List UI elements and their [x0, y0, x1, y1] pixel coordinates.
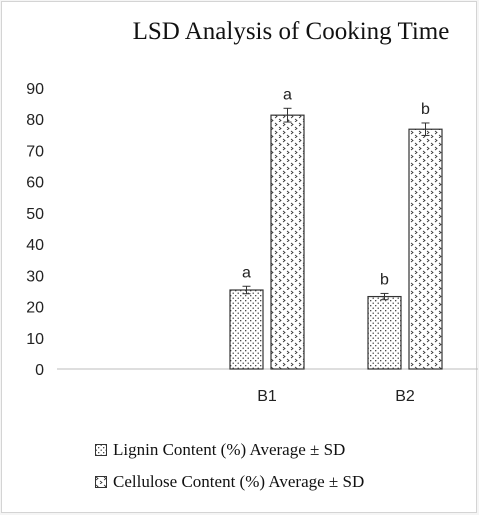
x-axis-labels: B1 B2 — [257, 388, 415, 405]
bar — [229, 289, 264, 370]
bar — [270, 114, 305, 370]
significance-label: b — [380, 271, 389, 288]
y-tick-label: 30 — [26, 268, 44, 285]
bar — [367, 295, 402, 370]
y-tick-label: 20 — [26, 300, 44, 317]
y-tick-label: 0 — [35, 362, 44, 379]
legend-item-cellulose: Cellulose Content (%) Average ± SD — [95, 467, 475, 497]
bar-chart: LSD Analysis of Cooking Time 0 10 20 30 40 50… — [26, 18, 478, 405]
y-tick-label: 10 — [26, 331, 44, 348]
legend-item-lignin: Lignin Content (%) Average ± SD — [95, 435, 475, 465]
y-tick-label: 80 — [26, 112, 44, 129]
x-category-label: B2 — [395, 388, 415, 405]
cellulose-swatch — [95, 476, 107, 488]
y-tick-label: 60 — [26, 175, 44, 192]
legend-label-cellulose: Cellulose Content (%) Average ± SD — [113, 472, 365, 491]
significance-label: b — [421, 101, 430, 118]
bar-groups: a b a b — [229, 86, 443, 370]
significance-label: a — [242, 264, 251, 281]
x-category-label: B1 — [257, 388, 277, 405]
bar — [408, 128, 443, 370]
y-tick-label: 40 — [26, 237, 44, 254]
significance-label: a — [283, 86, 292, 103]
y-axis-ticks: 0 10 20 30 40 50 60 70 80 90 — [26, 81, 44, 379]
lignin-swatch — [95, 444, 107, 456]
y-tick-label: 70 — [26, 143, 44, 160]
legend: Lignin Content (%) Average ± SD Cellulos… — [95, 435, 475, 499]
legend-label-lignin: Lignin Content (%) Average ± SD — [113, 440, 346, 459]
y-tick-label: 50 — [26, 206, 44, 223]
y-tick-label: 90 — [26, 81, 44, 98]
chart-title: LSD Analysis of Cooking Time — [133, 18, 450, 45]
